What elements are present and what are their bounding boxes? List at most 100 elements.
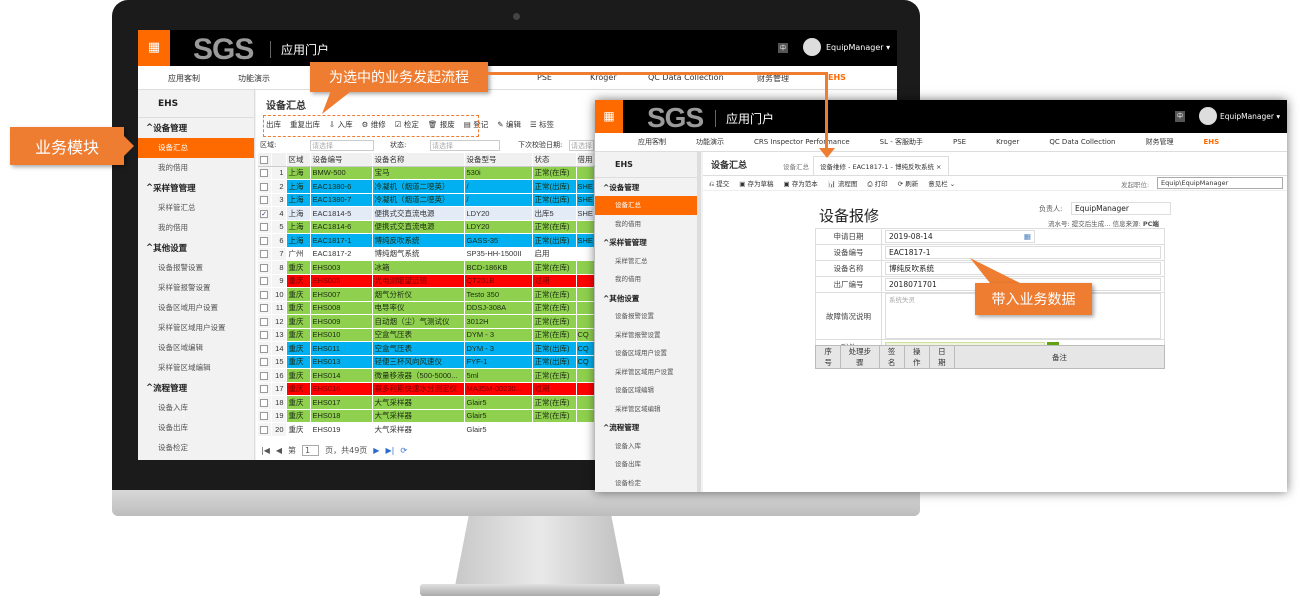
- row-checkbox-cell[interactable]: [258, 287, 272, 301]
- row-checkbox-cell[interactable]: [258, 368, 272, 382]
- owner-field[interactable]: EquipManager: [1071, 202, 1171, 215]
- nav-tab[interactable]: 财务管理: [757, 74, 789, 83]
- tab-summary[interactable]: 设备汇总: [783, 163, 809, 171]
- sidebar-item[interactable]: 采样管区域用户设置: [615, 367, 674, 376]
- post-select[interactable]: Equip\EquipManager: [1157, 177, 1283, 189]
- sidebar-item[interactable]: 我的借用: [158, 223, 188, 232]
- sidebar-section[interactable]: ^ 其他设置: [138, 238, 254, 258]
- table-row[interactable]: 6 上海 EAC1817-1 博纯反吹系统 GASS-35 正常(出库) SHE: [258, 233, 595, 247]
- row-checkbox[interactable]: [260, 358, 268, 367]
- sidebar-item[interactable]: 设备出库: [158, 423, 188, 432]
- row-checkbox[interactable]: [260, 317, 268, 326]
- row-checkbox-cell[interactable]: [258, 274, 272, 288]
- toolbar-button[interactable]: ☑ 检定: [395, 119, 419, 130]
- row-checkbox[interactable]: [260, 236, 268, 245]
- row-checkbox[interactable]: [260, 331, 268, 340]
- close-icon[interactable]: ×: [936, 163, 942, 171]
- sidebar-item[interactable]: 设备检定: [615, 478, 641, 487]
- table-row[interactable]: 17 重庆 EHS016 赛多利斯快速水分测定仪 MA35M-00230... 过期: [258, 382, 595, 396]
- toolbar-button[interactable]: ▤ 登记: [464, 119, 488, 130]
- table-row[interactable]: 1 上海 BMW-500 宝马 530i 正常(在库): [258, 166, 595, 180]
- sidebar-item[interactable]: 我的借用: [615, 219, 641, 228]
- table-row[interactable]: 15 重庆 EHS013 轻便三杯风向风速仪 FYF-1 正常(出库) CQ: [258, 355, 595, 369]
- row-checkbox[interactable]: [260, 412, 268, 421]
- sidebar-item[interactable]: 设备区域编辑: [615, 386, 654, 395]
- avatar[interactable]: [803, 38, 821, 56]
- checkbox[interactable]: [260, 155, 268, 164]
- nav-tab[interactable]: SL - 客服助手: [879, 138, 923, 146]
- row-checkbox[interactable]: [260, 398, 268, 407]
- sidebar-item[interactable]: 设备区域用户设置: [158, 303, 218, 312]
- nav-tab[interactable]: 应用客制: [638, 138, 666, 146]
- row-checkbox[interactable]: [260, 371, 268, 380]
- row-checkbox[interactable]: [260, 290, 268, 299]
- sidebar-item[interactable]: 我的借用: [615, 275, 641, 284]
- toolbar-button[interactable]: 出库: [266, 119, 281, 130]
- date-select[interactable]: 请选择: [569, 140, 594, 151]
- sidebar-item[interactable]: 设备报警设置: [158, 263, 203, 272]
- sidebar-section[interactable]: ^ 采样管管理: [595, 233, 697, 252]
- row-checkbox[interactable]: [260, 304, 268, 313]
- row-checkbox-cell[interactable]: [258, 422, 272, 436]
- sidebar-item[interactable]: 采样管区域编辑: [615, 404, 661, 413]
- row-checkbox-cell[interactable]: [258, 247, 272, 261]
- row-checkbox[interactable]: [260, 344, 268, 353]
- first-page-icon[interactable]: |◀: [261, 446, 270, 455]
- form-toolbar-button[interactable]: ▣ 存为草稿: [739, 178, 773, 188]
- sidebar-section[interactable]: ^ 流程管理: [138, 378, 254, 398]
- row-checkbox[interactable]: [260, 196, 268, 205]
- table-row[interactable]: ✓ 4 上海 EAC1814-5 便携式交直流电源 LDY20 出库5 SHE: [258, 206, 595, 220]
- nav-tab[interactable]: PSE: [537, 73, 552, 82]
- nav-tab[interactable]: Kroger: [590, 73, 617, 82]
- row-checkbox-cell[interactable]: [258, 179, 272, 193]
- next-page-icon[interactable]: ▶: [373, 446, 380, 455]
- table-row[interactable]: 11 重庆 EHS008 电导率仪 DDSJ-308A 正常(在库): [258, 301, 595, 315]
- row-checkbox-cell[interactable]: [258, 382, 272, 396]
- sidebar-item[interactable]: 设备入库: [158, 403, 188, 412]
- user-menu[interactable]: EquipManager ▾: [826, 43, 891, 52]
- select-all-checkbox[interactable]: [258, 153, 272, 167]
- sidebar-item[interactable]: 设备区域用户设置: [615, 349, 667, 358]
- sidebar-item[interactable]: 我的借用: [158, 163, 188, 172]
- status-select[interactable]: 请选择: [430, 140, 500, 151]
- field-input[interactable]: 博纯反吹系统: [885, 262, 1161, 275]
- row-checkbox[interactable]: [260, 263, 268, 272]
- sidebar-section[interactable]: ^ 其他设置: [595, 289, 697, 308]
- lang-button[interactable]: 中: [1175, 111, 1185, 122]
- sidebar-item[interactable]: 采样管区域编辑: [158, 363, 211, 372]
- sidebar-item[interactable]: 采样管报警设置: [158, 283, 211, 292]
- field-input[interactable]: 2019-08-14 ▦: [885, 230, 1035, 243]
- column-header[interactable]: 区域: [286, 153, 311, 167]
- row-checkbox-cell[interactable]: [258, 314, 272, 328]
- row-checkbox-cell[interactable]: [258, 260, 272, 274]
- table-row[interactable]: 12 重庆 EHS009 自动烟（尘）气测试仪 3012H 正常(在库): [258, 314, 595, 328]
- nav-tab[interactable]: QC Data Collection: [648, 73, 724, 82]
- sidebar-item[interactable]: 采样管汇总: [158, 203, 196, 212]
- column-header[interactable]: 设备名称: [372, 153, 465, 167]
- row-checkbox[interactable]: ✓: [260, 209, 268, 218]
- region-select[interactable]: 请选择: [310, 140, 374, 151]
- lang-icon[interactable]: 中: [778, 43, 788, 53]
- toolbar-button[interactable]: 重复出库: [290, 119, 320, 130]
- table-row[interactable]: 19 重庆 EHS018 大气采样器 Glair5 正常(在库): [258, 409, 595, 423]
- row-checkbox[interactable]: [260, 182, 268, 191]
- row-checkbox-cell[interactable]: [258, 341, 272, 355]
- nav-tab[interactable]: EHS: [828, 73, 846, 82]
- column-header[interactable]: 设备编号: [310, 153, 373, 167]
- row-checkbox[interactable]: [260, 385, 268, 394]
- row-checkbox[interactable]: [260, 425, 268, 434]
- row-checkbox-cell[interactable]: [258, 409, 272, 423]
- app-grid-icon[interactable]: ▦: [138, 30, 170, 66]
- user-menu[interactable]: EquipManager ▾: [1220, 112, 1281, 121]
- sidebar-section[interactable]: ^ 设备管理: [595, 178, 697, 197]
- row-checkbox-cell[interactable]: [258, 301, 272, 315]
- row-checkbox-cell[interactable]: [258, 355, 272, 369]
- form-toolbar-button[interactable]: ⟳ 刷新: [898, 178, 919, 188]
- toolbar-button[interactable]: ☰ 标签: [530, 119, 554, 130]
- last-page-icon[interactable]: ▶|: [385, 446, 395, 455]
- row-checkbox-cell[interactable]: [258, 328, 272, 342]
- refresh-icon[interactable]: ⟳: [400, 446, 408, 455]
- nav-tab[interactable]: 财务管理: [1145, 138, 1174, 146]
- tab-repair[interactable]: 设备维修 - EAC1817-1 - 博纯反吹系统 ×: [813, 156, 949, 175]
- row-checkbox-cell[interactable]: [258, 395, 272, 409]
